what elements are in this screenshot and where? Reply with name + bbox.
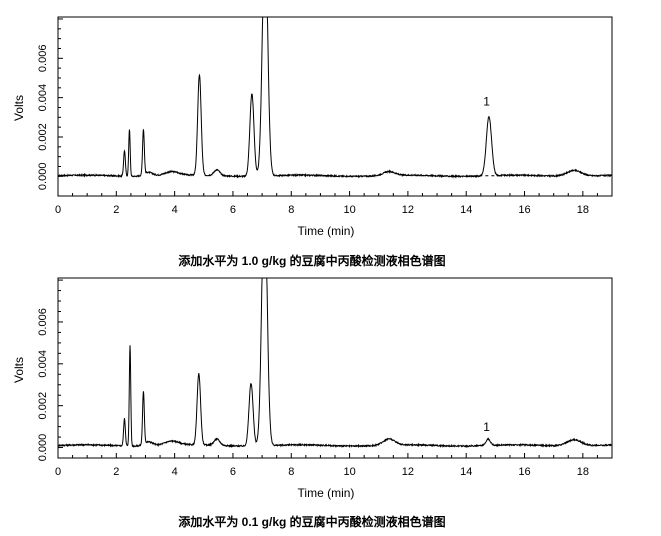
- x-tick-label: 16: [518, 466, 530, 478]
- x-tick-label: 10: [343, 466, 355, 478]
- x-tick-label: 8: [288, 204, 294, 216]
- x-tick-label: 12: [402, 466, 414, 478]
- chromatogram-panel-top: Volts 0.000 0.002 0.004 0.006 0 2 4 6 8 10 12 14 16…: [12, 16, 613, 268]
- y-ticks: 0.000 0.002 0.004 0.006: [37, 279, 63, 462]
- peak-label-1: 1: [483, 420, 490, 434]
- plot-frame: [57, 277, 613, 459]
- y-tick-label: 0.004: [37, 350, 49, 378]
- y-tick-label: 0.004: [37, 84, 49, 112]
- x-tick-label: 6: [230, 466, 236, 478]
- x-tick-label: 14: [460, 204, 472, 216]
- chromatogram-trace: [57, 16, 613, 179]
- x-tick-label: 18: [577, 204, 589, 216]
- x-tick-label: 0: [55, 466, 61, 478]
- y-axis-label: Volts: [12, 95, 26, 121]
- y-tick-label: 0.006: [37, 45, 49, 73]
- y-ticks: 0.000 0.002 0.004 0.006: [37, 18, 63, 191]
- figure-caption: 添加水平为 0.1 g/kg 的豆腐中丙酸检测液相色谱图: [178, 514, 445, 529]
- y-tick-label: 0.000: [37, 163, 49, 191]
- x-axis-label: Time (min): [298, 486, 355, 500]
- x-tick-label: 2: [113, 204, 119, 216]
- peak-label-1: 1: [483, 95, 490, 109]
- figure-caption: 添加水平为 1.0 g/kg 的豆腐中丙酸检测液相色谱图: [178, 253, 445, 268]
- x-tick-label: 8: [288, 466, 294, 478]
- x-tick-label: 4: [172, 204, 178, 216]
- x-tick-label: 0: [55, 204, 61, 216]
- y-axis-label: Volts: [12, 357, 26, 383]
- x-ticks: 0 2 4 6 8 10 12 14 16 18: [55, 453, 613, 478]
- y-tick-label: 0.000: [37, 434, 49, 462]
- x-tick-label: 14: [460, 466, 472, 478]
- x-tick-label: 18: [577, 466, 589, 478]
- x-tick-label: 16: [518, 204, 530, 216]
- plot-frame: [57, 16, 613, 197]
- x-tick-label: 10: [343, 204, 355, 216]
- y-tick-label: 0.002: [37, 392, 49, 420]
- x-axis-label: Time (min): [298, 224, 355, 238]
- x-tick-label: 12: [402, 204, 414, 216]
- chromatogram-panel-bottom: Volts 0.000 0.002 0.004 0.006 0 2 4 6 8 10 12 14 16…: [12, 277, 613, 529]
- y-tick-label: 0.002: [37, 123, 49, 151]
- y-tick-label: 0.006: [37, 308, 49, 336]
- x-tick-label: 2: [113, 466, 119, 478]
- x-tick-label: 6: [230, 204, 236, 216]
- chromatogram-trace: [57, 277, 613, 449]
- x-tick-label: 4: [172, 466, 178, 478]
- x-ticks: 0 2 4 6 8 10 12 14 16 18: [55, 191, 613, 216]
